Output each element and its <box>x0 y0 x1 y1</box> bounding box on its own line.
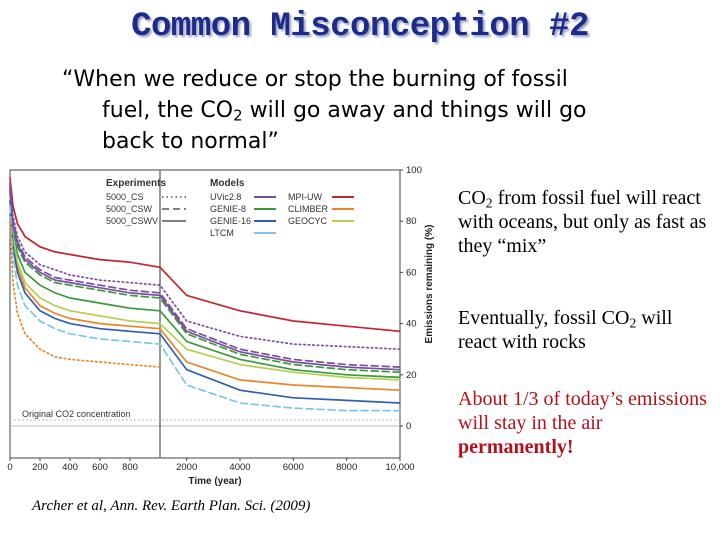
legend-model-label: UVic2.8 <box>210 192 241 202</box>
quote-line-2: fuel, the CO2 will go away and things wi… <box>62 95 712 126</box>
legend-model-label: GENIE-16 <box>210 216 251 226</box>
series-line <box>9 176 401 333</box>
y-tick-label: 60 <box>406 267 417 278</box>
misconception-quote: “When we reduce or stop the burning of f… <box>62 64 712 157</box>
series-line <box>9 199 401 404</box>
x-tick-label: 2000 <box>176 462 197 473</box>
series-line <box>9 220 161 368</box>
x-axis-label: Time (year) <box>188 476 241 487</box>
x-tick-label: 600 <box>92 462 108 473</box>
slide-title: Common Misconception #2 <box>131 8 589 46</box>
legend-models-title: Models <box>210 178 245 189</box>
quote-line-1: “When we reduce or stop the burning of f… <box>62 67 568 92</box>
note1-text: CO <box>458 187 486 209</box>
legend-model-label: GENIE-8 <box>210 204 246 214</box>
quote-line-2-text: fuel, the CO <box>102 98 234 123</box>
citation: Archer et al, Ann. Rev. Earth Plan. Sci.… <box>32 498 311 514</box>
x-tick-label: 0 <box>7 462 12 473</box>
note3-emphasis: permanently! <box>458 436 574 458</box>
legend-model-label: CLIMBER <box>288 204 329 214</box>
plot-frame <box>9 169 401 459</box>
y-tick-label: 100 <box>406 165 422 176</box>
legend-experiments-title: Experiments <box>106 178 166 189</box>
note2-text: Eventually, fossil CO <box>458 307 630 329</box>
note-ocean-mixing: CO2 from fossil fuel will react with oce… <box>458 186 713 258</box>
series-line <box>9 192 401 379</box>
x-tick-label: 400 <box>62 462 78 473</box>
original-co2-annotation: Original CO2 concentration <box>22 409 131 419</box>
x-tick-label: 6000 <box>283 462 304 473</box>
legend-model-label: MPI-UW <box>288 192 322 202</box>
series-line <box>9 194 401 392</box>
series-line <box>9 187 401 371</box>
legend-experiment-label: 5000_CS <box>106 192 144 202</box>
note-rocks: Eventually, fossil CO2 will react with r… <box>458 306 713 354</box>
x-tick-label: 10,000 <box>385 462 414 473</box>
y-tick-label: 0 <box>406 421 411 432</box>
series-line <box>9 204 401 412</box>
legend-experiment-label: 5000_CSW <box>106 204 153 214</box>
y-tick-label: 80 <box>406 216 417 227</box>
quote-subscript: 2 <box>233 106 243 125</box>
x-tick-label: 200 <box>32 462 48 473</box>
quote-line-3: back to normal” <box>102 129 279 154</box>
series-line <box>9 184 401 368</box>
x-tick-label: 800 <box>122 462 138 473</box>
note1-subscript: 2 <box>485 195 493 211</box>
series-line <box>9 181 401 351</box>
x-tick-label: 8000 <box>336 462 357 473</box>
note2-tail: will react with rocks <box>458 307 673 353</box>
quote-line-2-tail: will go away and things will go <box>242 98 587 123</box>
y-tick-label: 20 <box>406 370 417 381</box>
series-line <box>9 197 401 381</box>
legend-experiment-label: 5000_CSWV <box>106 216 158 226</box>
legend-model-label: GEOCYC <box>288 216 328 226</box>
x-tick-label: 4000 <box>229 462 250 473</box>
note2-subscript: 2 <box>629 315 637 331</box>
series-line <box>9 189 401 374</box>
legend-model-label: LTCM <box>210 228 234 238</box>
note1-tail: from fossil fuel will react with oceans,… <box>458 187 707 257</box>
note-permanent: About 1/3 of today’s emissions will stay… <box>458 387 718 459</box>
note3-text: About 1/3 of today’s emissions will stay… <box>458 388 707 434</box>
y-axis-label: Emissions remaining (%) <box>424 225 435 344</box>
y-tick-label: 40 <box>406 319 417 330</box>
emissions-chart: 0 200 400 600 800 2000 4000 6000 8000 10,000Time … <box>7 165 435 487</box>
